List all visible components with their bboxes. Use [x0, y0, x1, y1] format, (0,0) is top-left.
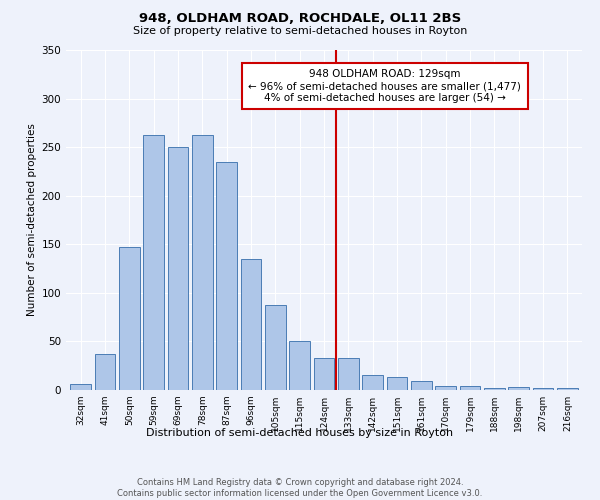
Bar	[436, 386, 456, 390]
Bar	[362, 376, 383, 390]
Text: 948, OLDHAM ROAD, ROCHDALE, OL11 2BS: 948, OLDHAM ROAD, ROCHDALE, OL11 2BS	[139, 12, 461, 26]
Bar	[533, 388, 553, 390]
Bar	[167, 147, 188, 390]
Bar	[241, 259, 262, 390]
Bar	[216, 162, 237, 390]
Bar	[314, 358, 334, 390]
Bar	[143, 136, 164, 390]
Bar	[411, 382, 432, 390]
Bar	[338, 358, 359, 390]
Y-axis label: Number of semi-detached properties: Number of semi-detached properties	[27, 124, 37, 316]
Bar	[508, 387, 529, 390]
Bar	[289, 342, 310, 390]
Bar	[386, 378, 407, 390]
Text: Contains HM Land Registry data © Crown copyright and database right 2024.
Contai: Contains HM Land Registry data © Crown c…	[118, 478, 482, 498]
Text: Distribution of semi-detached houses by size in Royton: Distribution of semi-detached houses by …	[146, 428, 454, 438]
Bar	[70, 384, 91, 390]
Bar	[484, 388, 505, 390]
Text: Size of property relative to semi-detached houses in Royton: Size of property relative to semi-detach…	[133, 26, 467, 36]
Bar	[119, 247, 140, 390]
Bar	[557, 388, 578, 390]
Bar	[460, 386, 481, 390]
Bar	[95, 354, 115, 390]
Bar	[192, 134, 212, 390]
Bar	[265, 304, 286, 390]
Text: 948 OLDHAM ROAD: 129sqm
← 96% of semi-detached houses are smaller (1,477)
4% of : 948 OLDHAM ROAD: 129sqm ← 96% of semi-de…	[248, 70, 521, 102]
